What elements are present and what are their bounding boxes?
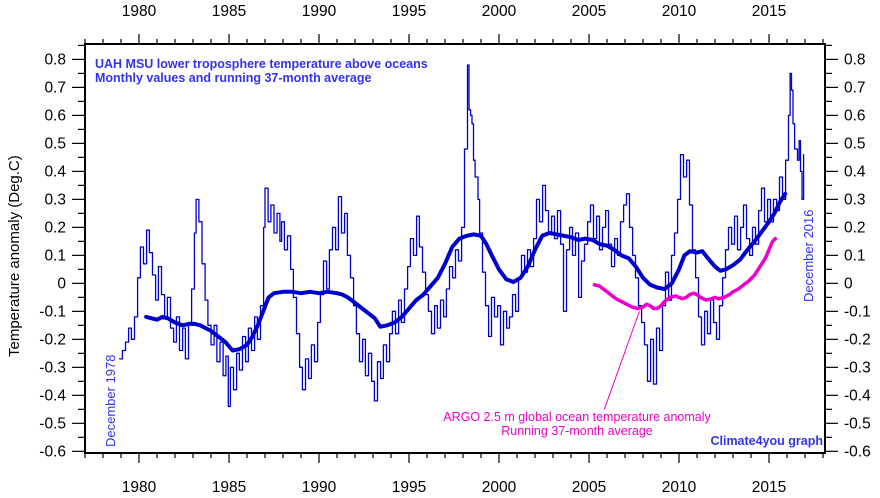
svg-text:0.8: 0.8 xyxy=(44,51,66,68)
chart-title-line2: Monthly values and running 37-month aver… xyxy=(95,71,372,85)
svg-text:-0.4: -0.4 xyxy=(844,387,871,404)
axis-ticks xyxy=(72,34,838,463)
svg-text:1995: 1995 xyxy=(392,479,426,496)
svg-text:0.3: 0.3 xyxy=(844,191,866,208)
svg-text:-0.2: -0.2 xyxy=(844,331,871,348)
plot-border xyxy=(84,43,826,454)
series-start-note: December 1978 xyxy=(103,354,118,448)
svg-text:0: 0 xyxy=(57,275,66,292)
svg-text:1980: 1980 xyxy=(122,3,157,20)
svg-text:2000: 2000 xyxy=(482,479,517,496)
svg-text:1985: 1985 xyxy=(212,479,246,496)
svg-text:2005: 2005 xyxy=(572,3,606,20)
svg-text:0: 0 xyxy=(844,275,853,292)
svg-text:0.4: 0.4 xyxy=(844,163,866,180)
svg-text:0.5: 0.5 xyxy=(44,135,66,152)
svg-text:0.3: 0.3 xyxy=(44,191,66,208)
chart-title: UAH MSU lower troposphere temperature ab… xyxy=(95,57,428,85)
series-end-note: December 2016 xyxy=(801,209,816,303)
series-1 xyxy=(144,191,788,353)
argo-annotation: ARGO 2.5 m global ocean temperature anom… xyxy=(427,410,727,438)
credit-note: Climate4you graph xyxy=(710,434,823,448)
svg-text:1985: 1985 xyxy=(212,3,246,20)
svg-text:0.6: 0.6 xyxy=(44,107,66,124)
svg-text:-0.5: -0.5 xyxy=(39,415,66,432)
svg-text:-0.1: -0.1 xyxy=(39,303,66,320)
svg-text:-0.1: -0.1 xyxy=(844,303,871,320)
argo-annotation-line1: ARGO 2.5 m global ocean temperature anom… xyxy=(443,410,711,424)
svg-text:-0.5: -0.5 xyxy=(844,415,871,432)
argo-annotation-line2: Running 37-month average xyxy=(501,424,653,438)
svg-text:1995: 1995 xyxy=(392,3,426,20)
svg-text:-0.6: -0.6 xyxy=(844,443,871,460)
svg-text:-0.2: -0.2 xyxy=(39,331,66,348)
chart-title-line1: UAH MSU lower troposphere temperature ab… xyxy=(95,57,428,71)
svg-text:1990: 1990 xyxy=(302,479,337,496)
svg-text:-0.6: -0.6 xyxy=(39,443,66,460)
svg-text:2010: 2010 xyxy=(662,479,697,496)
svg-text:0.5: 0.5 xyxy=(844,135,866,152)
svg-text:-0.3: -0.3 xyxy=(39,359,66,376)
svg-text:2000: 2000 xyxy=(482,3,517,20)
y-axis-title: Temperature anomaly (Deg.C) xyxy=(6,155,23,357)
svg-text:0.2: 0.2 xyxy=(44,219,66,236)
svg-text:0.2: 0.2 xyxy=(844,219,866,236)
axis-tick-labels: 1980 1980 1985 1985 1990 1990 1995 1995 2000 2000… xyxy=(39,3,871,496)
svg-text:0.4: 0.4 xyxy=(44,163,66,180)
svg-text:0.1: 0.1 xyxy=(844,247,866,264)
svg-text:0.7: 0.7 xyxy=(44,79,66,96)
argo-leader-line xyxy=(603,311,640,410)
series-0 xyxy=(118,64,805,408)
svg-text:0.7: 0.7 xyxy=(844,79,866,96)
svg-text:0.8: 0.8 xyxy=(844,51,866,68)
svg-text:2015: 2015 xyxy=(752,3,786,20)
svg-text:0.1: 0.1 xyxy=(44,247,66,264)
svg-text:2015: 2015 xyxy=(752,479,786,496)
series-2 xyxy=(592,236,778,311)
svg-text:1990: 1990 xyxy=(302,3,337,20)
svg-text:0.6: 0.6 xyxy=(844,107,866,124)
svg-text:2005: 2005 xyxy=(572,479,606,496)
svg-text:-0.4: -0.4 xyxy=(39,387,66,404)
svg-text:2010: 2010 xyxy=(662,3,697,20)
svg-text:1980: 1980 xyxy=(122,479,157,496)
svg-text:-0.3: -0.3 xyxy=(844,359,871,376)
